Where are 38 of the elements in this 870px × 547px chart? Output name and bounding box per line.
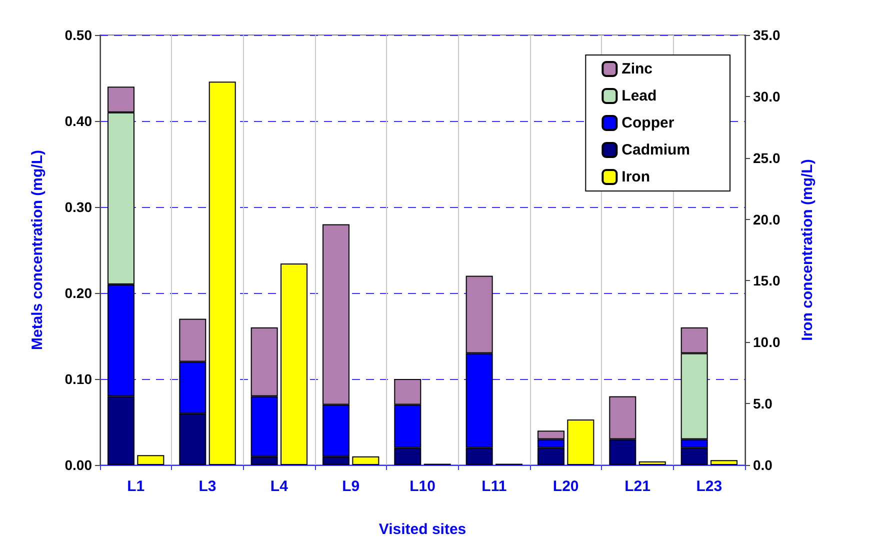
x-tick-label: L21 — [624, 478, 650, 495]
x-tick-label: L4 — [270, 478, 289, 495]
bar — [208, 82, 236, 465]
legend-label: Cadmium — [622, 142, 690, 158]
y-axis-title: Metals concentration (mg/L) — [29, 150, 46, 350]
y2-tick-label: 35.0 — [753, 27, 780, 43]
x-tick-label: L1 — [127, 478, 145, 495]
y-tick-label: 0.50 — [64, 27, 92, 43]
x-tick-label: L23 — [696, 478, 722, 495]
bar — [137, 455, 164, 465]
y2-tick-label: 20.0 — [753, 211, 780, 228]
bar — [280, 264, 308, 465]
y2-tick-label: 30.0 — [753, 88, 780, 104]
y-tick-label: 0.30 — [64, 199, 92, 215]
legend-label: Iron — [622, 168, 650, 186]
x-tick-label: L20 — [552, 478, 579, 495]
bar — [638, 461, 666, 465]
y-tick-label: 0.00 — [64, 457, 92, 473]
x-tick-label: L9 — [342, 478, 360, 495]
y2-tick-label: 15.0 — [753, 272, 780, 289]
legend-label: Lead — [622, 88, 657, 104]
y2-axis-title: Iron concentration (mg/L) — [799, 159, 816, 341]
legend-label: Zinc — [622, 60, 652, 78]
y2-tick-label: 5.0 — [753, 396, 773, 412]
bar — [352, 456, 380, 465]
y2-tick-label: 25.0 — [753, 150, 780, 166]
x-tick-label: L11 — [482, 478, 507, 495]
bar — [710, 460, 738, 465]
x-tick-label: L3 — [198, 478, 216, 495]
y-tick-label: 0.40 — [64, 113, 92, 129]
y2-tick-label: 10.0 — [753, 334, 780, 350]
y2-tick-label: 0.0 — [753, 457, 773, 473]
x-axis-title: Visited sites — [378, 521, 466, 538]
bar — [567, 420, 594, 465]
y-tick-label: 0.20 — [64, 285, 92, 301]
legend-label: Copper — [622, 114, 674, 132]
y-tick-label: 0.10 — [64, 371, 92, 387]
x-tick-label: L10 — [410, 478, 436, 495]
